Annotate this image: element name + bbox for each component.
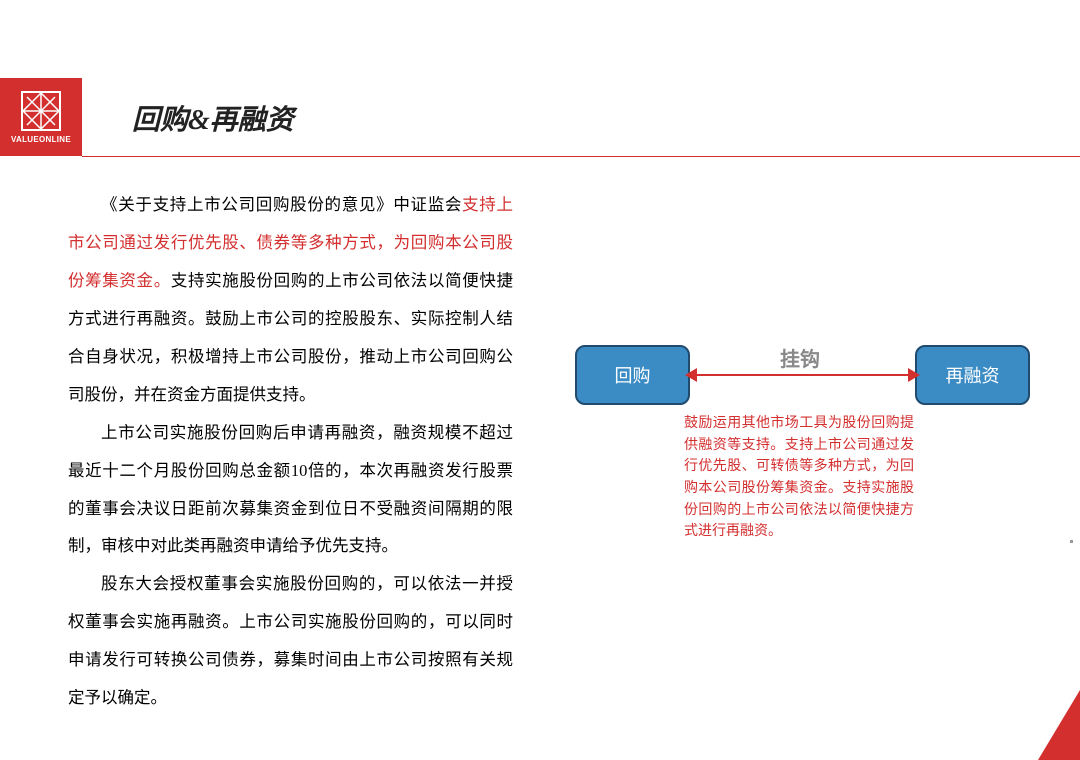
body-text: 《关于支持上市公司回购股份的意见》中证监会支持上市公司通过发行优先股、债券等多种… [68, 186, 513, 717]
diagram: 回购 再融资 挂钩 鼓励运用其他市场工具为股份回购提供融资等支持。支持上市公司通… [575, 345, 1050, 545]
logo-icon [21, 91, 61, 131]
corner-triangle-icon [1038, 690, 1080, 760]
slide-title: 回购&再融资 [132, 98, 294, 138]
paragraph-2: 上市公司实施股份回购后申请再融资，融资规模不超过最近十二个月股份回购总金额10倍… [68, 414, 513, 566]
decorative-dot [1070, 540, 1073, 543]
diagram-note: 鼓励运用其他市场工具为股份回购提供融资等支持。支持上市公司通过发行优先股、可转债… [684, 413, 914, 543]
p1-prefix: 《关于支持上市公司回购股份的意见》中证监会 [101, 195, 462, 214]
arrow-left-icon [685, 368, 697, 382]
arrow-right-icon [908, 368, 920, 382]
diagram-connector-label: 挂钩 [725, 343, 875, 372]
p1-suffix: 支持实施股份回购的上市公司依法以简便快捷方式进行再融资。鼓励上市公司的控股股东、… [68, 271, 513, 404]
paragraph-1: 《关于支持上市公司回购股份的意见》中证监会支持上市公司通过发行优先股、债券等多种… [68, 186, 513, 414]
title-underline [82, 156, 1080, 157]
diagram-box-buyback: 回购 [575, 345, 690, 405]
brand-logo-block: VALUEONLINE [0, 78, 82, 156]
diagram-box-refinance: 再融资 [915, 345, 1030, 405]
diagram-connector-line [690, 374, 915, 376]
brand-name: VALUEONLINE [11, 135, 71, 144]
paragraph-3: 股东大会授权董事会实施股份回购的，可以依法一并授权董事会实施再融资。上市公司实施… [68, 565, 513, 717]
